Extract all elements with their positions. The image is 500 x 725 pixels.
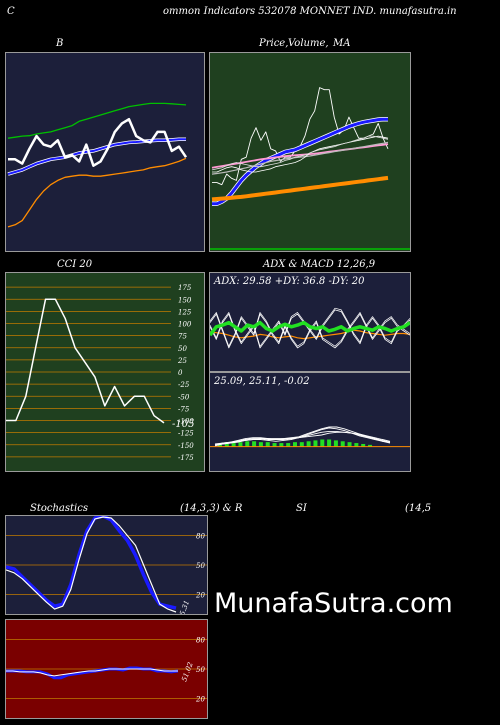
rsi-chart: 80 50 20 51.02 (6, 637, 207, 703)
macd-histogram-bar (368, 444, 372, 447)
stoch-d-line (6, 516, 177, 613)
watermark: MunafaSutra.com (214, 588, 453, 619)
macd-histogram-bar (313, 440, 318, 447)
macd-histogram-bar (258, 442, 263, 447)
stoch-k-line (6, 516, 177, 610)
bollinger-panel (5, 52, 205, 252)
cci-tick-label: 75 (178, 333, 187, 341)
cci-tick-label: -100 (178, 418, 194, 426)
cci-tick-label: 0 (178, 369, 183, 377)
price-ma_white_a-line (212, 135, 389, 173)
cci-value-label: -105 (172, 419, 194, 430)
adx-readout: ADX: 29.58 +DY: 36.8 -DY: 20 (214, 276, 365, 287)
adx-adx_green-line (210, 320, 410, 337)
macd-histogram-bar (333, 440, 338, 447)
cci-tick-label: -125 (178, 430, 194, 438)
header-title: ommon Indicators 532078 MONNET IND. muna… (163, 6, 457, 17)
volume-title: Volume, (288, 38, 329, 49)
cci-title: CCI 20 (57, 259, 93, 270)
macd-panel: 25.09, 25.11, -0.02 (209, 372, 411, 472)
bollinger-chart (7, 102, 188, 228)
macd-histogram-bar (347, 442, 352, 447)
macd-histogram-bar (245, 441, 250, 447)
bollinger-middle-outline (7, 137, 186, 176)
cci-tick-label: 150 (178, 296, 192, 304)
bollinger-middle-line (7, 138, 186, 176)
price-volume_orange-line (211, 175, 389, 202)
price-ma-panel (209, 52, 411, 252)
rsi-params: (14,5 (405, 503, 432, 514)
stochastics-title: Stochastics (30, 503, 88, 514)
macd-extra_a-line (214, 427, 391, 447)
price-title: Price, (259, 38, 289, 49)
macd-histogram-bar (224, 443, 229, 447)
cci-tick-label: -25 (178, 381, 190, 389)
macd-histogram-bar (231, 443, 236, 447)
adx-minus_di-shadow (210, 312, 410, 347)
macd-histogram-bar (218, 444, 222, 447)
macd-histogram-bar (272, 443, 277, 447)
macd-histogram-bar (320, 439, 325, 447)
macd-histogram-bar (306, 441, 311, 447)
macd-histogram-bar (354, 443, 359, 447)
macd-histogram-bar (286, 443, 291, 447)
rsi-value-label: 51.02 (180, 661, 195, 683)
cci-tick-label: -175 (178, 454, 194, 462)
macd-readout: 25.09, 25.11, -0.02 (214, 376, 310, 387)
adx-minus_di-line (210, 313, 410, 349)
stochastics-chart: 80 50 20 5.31 (6, 516, 207, 614)
header-left-letter: C (7, 6, 15, 17)
macd-extra_b-line (214, 426, 391, 446)
bollinger-title: B (56, 38, 64, 49)
stochastics-panel: 80 50 20 5.31 (5, 515, 208, 615)
rsi-tick-label: 80 (196, 637, 205, 645)
rsi-title: SI (296, 503, 307, 514)
cci-tick-label: -75 (178, 405, 190, 413)
ma-title: MA (333, 38, 351, 49)
macd-histogram-bar (327, 439, 332, 447)
bollinger-lower-line (7, 157, 187, 228)
macd-histogram-bar (293, 442, 297, 447)
stochastics-params: (14,3,3) & R (180, 503, 243, 514)
rsi-panel: 80 50 20 51.02 (5, 619, 208, 719)
macd-histogram-bar (238, 442, 243, 447)
rsi-tick-label: 20 (195, 695, 205, 703)
cci-tick-label: 175 (178, 284, 192, 292)
macd-chart (210, 426, 410, 448)
stoch-value-label: 5.31 (178, 599, 191, 614)
cci-tick-label: 100 (178, 321, 192, 329)
macd-histogram-bar (299, 442, 304, 447)
cci-panel: 175 150 125 100 75 50 25 0 -25 -50 -75 -100 -125 -150… (5, 272, 205, 472)
bollinger-price-line (8, 117, 188, 167)
stoch-tick-label: 20 (195, 591, 205, 599)
macd-histogram-bar (252, 441, 257, 447)
price-ma_blue-line (212, 117, 388, 206)
cci-tick-label: 125 (178, 308, 192, 316)
stoch-tick-label: 80 (196, 533, 205, 541)
cci-chart: 175 150 125 100 75 50 25 0 -25 -50 -75 -100 -125 -150… (6, 284, 194, 462)
adx-chart (210, 307, 410, 349)
cci-tick-label: -150 (178, 442, 194, 450)
cci-line (6, 298, 165, 424)
price-ma_gray-line (211, 141, 389, 175)
rsi-tick-label: 50 (196, 666, 205, 674)
macd-histogram-bar (340, 441, 345, 447)
price-price-line (212, 87, 389, 186)
cci-tick-label: 50 (178, 345, 187, 353)
bollinger-upper-line (7, 102, 187, 139)
rsi-white-line (6, 668, 178, 677)
price-ma-chart (210, 87, 410, 250)
macd-histogram-bar (279, 443, 284, 447)
macd-histogram-bar (265, 442, 270, 447)
adx-title: ADX & MACD 12,26,9 (263, 259, 376, 270)
adx-panel: ADX: 29.58 +DY: 36.8 -DY: 20 (209, 272, 411, 372)
cci-tick-label: -50 (178, 393, 190, 401)
cci-tick-label: 25 (177, 357, 187, 365)
macd-histogram-bar (361, 443, 366, 447)
stoch-tick-label: 50 (196, 562, 205, 570)
price-ma_white_b-line (211, 135, 389, 171)
